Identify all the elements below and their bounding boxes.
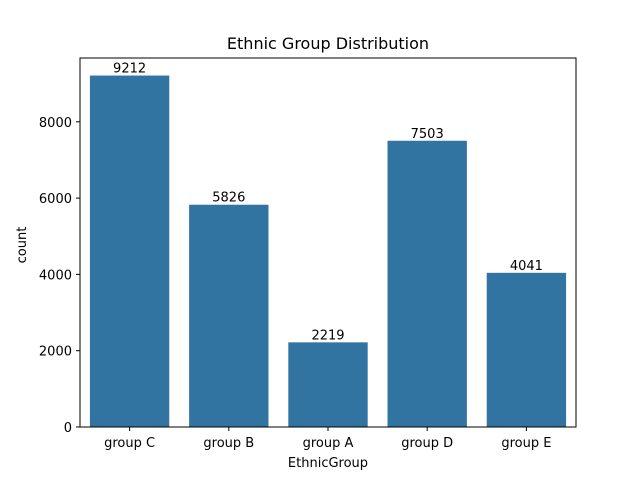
x-tick-label: group D (401, 436, 453, 451)
x-tick-label: group E (501, 436, 551, 451)
x-tick-label: group C (104, 436, 155, 451)
x-tick-label: group B (203, 436, 254, 451)
y-tick-label: 0 (64, 421, 72, 436)
y-tick-label: 4000 (39, 268, 72, 283)
bar-group-C (89, 75, 170, 428)
bar-group-A (288, 342, 368, 427)
data-label: 4041 (510, 259, 543, 274)
x-axis: group C group B group A group D group E (104, 427, 551, 451)
bar-group-B (189, 204, 269, 427)
data-label: 5826 (212, 191, 245, 206)
y-axis: 0 2000 4000 6000 8000 (39, 116, 80, 436)
data-labels-group: 9212 5826 2219 7503 4041 (113, 62, 543, 344)
chart-title: Ethnic Group Distribution (227, 34, 429, 53)
bar-group-D (387, 140, 467, 427)
data-label: 7503 (411, 127, 444, 142)
bars-group (89, 75, 567, 428)
y-tick-label: 6000 (39, 192, 72, 207)
y-tick-label: 8000 (39, 116, 72, 131)
data-label: 9212 (113, 62, 146, 77)
x-tick-label: group A (303, 436, 354, 451)
bar-group-E (486, 272, 567, 427)
y-tick-label: 2000 (39, 345, 72, 360)
plot-frame (79, 57, 577, 428)
y-axis-label: count (15, 227, 30, 264)
x-axis-label: EthnicGroup (288, 456, 368, 471)
data-label: 2219 (311, 328, 344, 343)
